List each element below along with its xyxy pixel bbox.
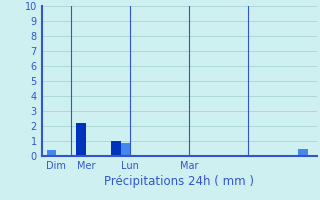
Bar [111, 141, 121, 156]
Bar [76, 123, 86, 156]
X-axis label: Précipitations 24h ( mm ): Précipitations 24h ( mm ) [104, 175, 254, 188]
Bar [121, 143, 131, 156]
Bar [46, 150, 56, 156]
Bar [298, 149, 308, 156]
